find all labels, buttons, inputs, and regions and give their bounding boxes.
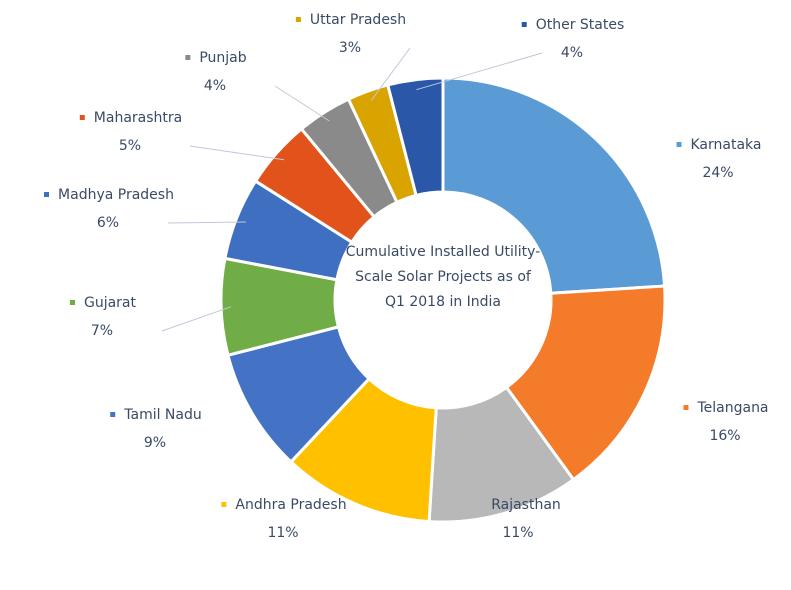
value-label: 7% (91, 323, 113, 339)
value-label: 24% (702, 165, 733, 181)
legend-marker (295, 17, 301, 22)
donut-slice (385, 76, 445, 198)
leader-line (370, 47, 411, 101)
category-label: Other States (536, 17, 625, 33)
category-label: Maharashtra (94, 110, 182, 126)
category-label: Tamil Nadu (123, 407, 202, 423)
leader-line (161, 306, 232, 332)
legend-marker (79, 115, 85, 120)
value-label: 6% (97, 215, 119, 231)
category-label: Punjab (199, 50, 246, 66)
value-label: 11% (267, 525, 298, 541)
donut-slice (504, 284, 667, 482)
legend-marker (110, 412, 116, 417)
legend-marker (676, 142, 682, 147)
legend-marker (521, 22, 527, 27)
legend-marker (477, 502, 483, 507)
value-label: 4% (204, 78, 226, 94)
donut-slice (441, 76, 667, 295)
leader-line (416, 52, 543, 91)
chart-title: Cumulative Installed Utility-Scale Solar… (345, 244, 541, 310)
value-label: 5% (119, 138, 141, 154)
legend-marker (185, 55, 191, 60)
category-label: Rajasthan (491, 497, 561, 513)
leader-line (189, 145, 285, 161)
legend-marker (69, 300, 75, 305)
legend-marker (44, 192, 50, 197)
value-label: 9% (144, 435, 166, 451)
category-label: Andhra Pradesh (235, 497, 346, 513)
legend-marker (221, 502, 227, 507)
leader-line (274, 85, 330, 122)
category-label: Gujarat (84, 295, 137, 311)
value-label: 16% (709, 428, 740, 444)
leader-line (167, 221, 246, 224)
category-label: Uttar Pradesh (310, 12, 406, 28)
category-label: Karnataka (691, 137, 762, 153)
category-label: Telangana (696, 400, 768, 416)
value-label: 3% (339, 40, 361, 56)
category-label: Madhya Pradesh (58, 187, 174, 203)
value-label: 4% (561, 45, 583, 61)
legend-marker (683, 405, 689, 410)
value-label: 11% (502, 525, 533, 541)
